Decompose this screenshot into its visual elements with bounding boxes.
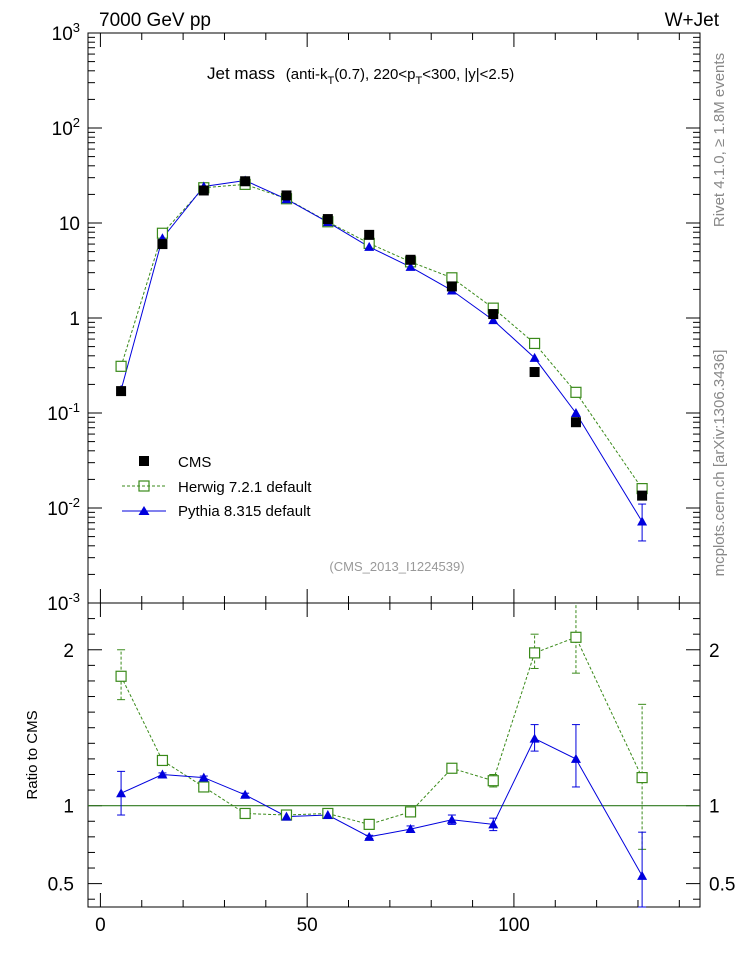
cms-point [116,386,127,397]
plot-title: Jet mass (anti-kT(0.7), 220<pT<300, |y|<… [207,64,514,87]
herwig-point [528,337,541,350]
ratio-pythia-point [198,772,209,782]
ratio-x-tick-label: 0 [95,915,106,936]
legend-cms-marker [139,456,149,466]
main-y-tick-label: 103 [52,20,80,45]
analysis-id: (CMS_2013_I1224539) [329,559,464,574]
cms-point [364,229,375,240]
main-y-tick-label: 1 [69,309,80,330]
cms-point [240,176,251,187]
herwig-point [446,272,458,284]
ratio-pythia-point [405,824,416,834]
ratio-y-tick-label-right: 2 [709,641,720,662]
main-y-tick-label: 10 [59,214,80,235]
main-y-tick-label: 10-3 [47,590,80,615]
legend-herwig-marker [138,480,150,492]
legend: CMS Herwig 7.2.1 default Pythia 8.315 de… [122,454,312,520]
ratio-x-tick-label: 100 [498,915,530,936]
ratio-pythia-point [637,870,648,880]
ratio-x-tick-label: 50 [297,915,318,936]
ratio-herwig-point [446,762,458,774]
pythia-point [488,315,499,325]
ratio-herwig-point [528,647,541,659]
ratio-pythia-point [322,810,333,820]
cms-point [637,490,648,501]
ratio-herwig-point [198,781,210,793]
ratio-herwig-point [156,754,169,767]
herwig-point [115,360,127,372]
ratio-herwig-point [636,772,648,784]
main-y-tick-label: 102 [52,115,80,140]
ratio-pythia-point [446,814,457,824]
ratio-herwig-point [239,807,251,820]
ratio-y-tick-label-left: 1 [63,797,74,818]
ratio-herwig-line [120,636,643,825]
pythia-point [570,408,581,417]
cms-point [198,185,209,196]
legend-cms-label: CMS [178,454,211,471]
ratio-herwig-point [115,670,127,682]
pythia-point [637,516,648,526]
main-y-tick-label: 10-2 [47,495,80,520]
ratio-pythia-point [116,788,127,798]
mcplots-label: mcplots.cern.ch [arXiv:1306.3436] [711,350,728,577]
ratio-y-tick-label-left: 0.5 [48,875,74,896]
cms-point [322,214,333,225]
ratio-pythia-point [488,819,499,829]
rivet-label: Rivet 4.1.0, ≥ 1.8M events [711,53,728,227]
ratio-herwig-point [570,631,582,643]
ratio-herwig-point [487,775,499,787]
cms-point [157,239,168,250]
ratio-pythia-point [240,789,251,799]
main-y-tick-label: 10-1 [47,400,80,425]
pythia-point [529,352,540,362]
herwig-line [120,183,643,489]
cms-point [488,309,499,320]
cms-point [446,281,457,292]
ratio-pythia-point [570,753,581,763]
ratio-pythia-line [120,737,643,877]
ratio-herwig-point [404,806,417,818]
pythia-point [364,241,375,251]
cms-point [281,190,292,201]
pythia-point [405,261,416,271]
ratio-y-tick-label-right: 0.5 [709,875,735,896]
ratio-ylabel: Ratio to CMS [24,710,41,799]
ratio-y-tick-label-left: 2 [63,641,74,662]
ratio-plot-frame [87,602,701,908]
header-right: W+Jet [665,10,720,31]
ratio-y-tick-label-right: 1 [709,797,720,818]
ratio-herwig-point [363,818,375,830]
ratio-pythia-point [157,769,168,779]
cms-point [405,254,416,265]
ratio-pythia-point [281,811,292,821]
cms-point [570,417,581,428]
herwig-point [570,386,582,398]
legend-herwig-label: Herwig 7.2.1 default [178,479,312,496]
ratio-pythia-point [529,733,540,743]
ratio-pythia-point [364,831,375,841]
legend-pythia-marker [138,506,150,515]
header-left: 7000 GeV pp [99,10,211,31]
legend-pythia-label: Pythia 8.315 default [178,503,311,520]
cms-point [529,367,540,378]
